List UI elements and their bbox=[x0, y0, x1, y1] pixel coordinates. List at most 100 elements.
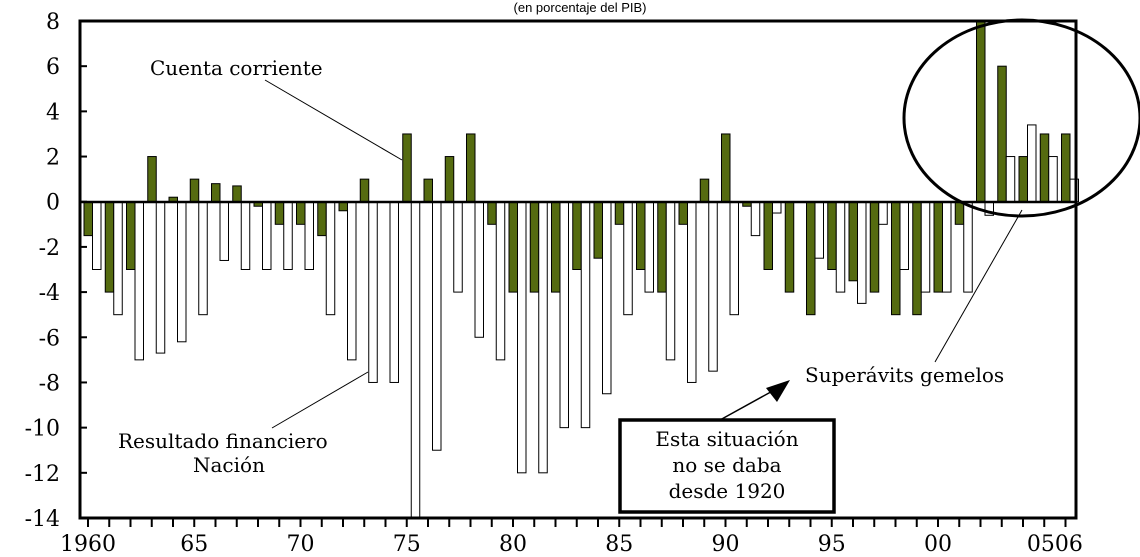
bar-cuenta-corriente bbox=[593, 201, 603, 259]
bar-resultado-financiero bbox=[1048, 156, 1058, 203]
box-text-line1: Esta situación bbox=[655, 427, 798, 451]
bar-cuenta-corriente bbox=[423, 178, 433, 203]
x-tick-label: 90 bbox=[712, 532, 740, 557]
plot-frame bbox=[78, 19, 1078, 520]
highlight-circle bbox=[902, 18, 1140, 218]
bar-resultado-financiero bbox=[814, 201, 824, 259]
bar-cuenta-corriente bbox=[657, 201, 667, 293]
box-text-line3: desde 1920 bbox=[669, 479, 786, 503]
bar-cuenta-corriente bbox=[806, 201, 816, 316]
bar-resultado-financiero bbox=[878, 201, 888, 225]
bar-resultado-financiero bbox=[602, 201, 612, 395]
bar-resultado-financiero bbox=[198, 201, 208, 316]
bar-resultado-financiero bbox=[347, 201, 357, 361]
x-tick-label: 75 bbox=[393, 532, 421, 557]
bar-cuenta-corriente bbox=[126, 201, 136, 271]
bar-resultado-financiero bbox=[772, 201, 782, 214]
bar-cuenta-corriente bbox=[232, 185, 242, 203]
y-tick-label: -14 bbox=[25, 507, 60, 532]
bar-cuenta-corriente bbox=[954, 201, 965, 225]
y-tick-label: -2 bbox=[39, 236, 60, 261]
label-resultado-line2: Nación bbox=[193, 453, 265, 477]
bar-resultado-financiero bbox=[1027, 124, 1037, 203]
bar-cuenta-corriente bbox=[976, 20, 986, 203]
bar-cuenta-corriente bbox=[551, 201, 561, 293]
arrow-shaft bbox=[719, 387, 779, 421]
x-tick-label: 65 bbox=[180, 532, 208, 557]
y-tick-label: -12 bbox=[25, 462, 60, 487]
x-tick-label: 0506 bbox=[1027, 532, 1083, 557]
label-cuenta-corriente: Cuenta corriente bbox=[150, 56, 323, 80]
bar-resultado-financiero bbox=[729, 201, 739, 316]
bar-cuenta-corriente bbox=[678, 201, 688, 225]
bar-resultado-financiero bbox=[410, 201, 421, 519]
bar-resultado-financiero bbox=[304, 201, 314, 271]
y-tick-label: -10 bbox=[25, 417, 60, 442]
bar-cuenta-corriente bbox=[274, 201, 285, 225]
bar-resultado-financiero bbox=[495, 201, 506, 361]
bar-cuenta-corriente bbox=[572, 201, 582, 271]
bar-resultado-financiero bbox=[580, 201, 591, 429]
bar-resultado-financiero bbox=[1005, 156, 1016, 203]
bar-resultado-financiero bbox=[899, 201, 909, 271]
bar-resultado-financiero bbox=[432, 201, 442, 451]
bar-resultado-financiero bbox=[517, 201, 527, 474]
bar-resultado-financiero bbox=[474, 201, 484, 338]
box-text-line2: no se daba bbox=[672, 453, 781, 477]
y-tick-label: -6 bbox=[39, 326, 60, 351]
bar-resultado-financiero bbox=[623, 201, 633, 316]
bar-resultado-financiero bbox=[240, 201, 251, 271]
bar-cuenta-corriente bbox=[529, 201, 540, 293]
bar-cuenta-corriente bbox=[912, 201, 922, 316]
bar-cuenta-corriente bbox=[699, 178, 710, 203]
y-tick-label: 0 bbox=[46, 191, 60, 216]
bar-cuenta-corriente bbox=[466, 133, 476, 203]
bar-cuenta-corriente bbox=[614, 201, 625, 225]
bars bbox=[83, 20, 1079, 519]
bar-cuenta-corriente bbox=[211, 183, 221, 203]
bar-cuenta-corriente bbox=[1061, 133, 1071, 203]
x-axis-ticks: 1960 65 70 75 80 85 90 95 00 0506 bbox=[60, 518, 1083, 557]
bar-cuenta-corriente bbox=[1039, 133, 1050, 203]
x-tick-label: 85 bbox=[605, 532, 633, 557]
leader-superavits bbox=[934, 209, 1023, 363]
bar-resultado-financiero bbox=[389, 201, 399, 383]
bar-cuenta-corriente bbox=[891, 201, 901, 316]
bar-cuenta-corriente bbox=[997, 65, 1007, 203]
bar-resultado-financiero bbox=[538, 201, 548, 474]
y-tick-label: 6 bbox=[46, 55, 60, 80]
bar-resultado-financiero bbox=[963, 201, 973, 293]
y-tick-label: 8 bbox=[46, 10, 60, 35]
bar-resultado-financiero bbox=[920, 201, 931, 293]
bar-resultado-financiero bbox=[942, 201, 952, 293]
bar-cuenta-corriente bbox=[402, 133, 412, 203]
bar-cuenta-corriente bbox=[359, 178, 370, 203]
y-axis-ticks: 8 6 4 2 0 -2 -4 -6 -8 -10 -12 -14 bbox=[25, 10, 87, 532]
bar-resultado-financiero bbox=[687, 201, 697, 383]
bar-cuenta-corriente bbox=[933, 201, 943, 293]
bar-cuenta-corriente bbox=[784, 201, 795, 293]
bar-resultado-financiero bbox=[113, 201, 123, 316]
bar-resultado-financiero bbox=[283, 201, 293, 271]
x-tick-label: 1960 bbox=[60, 532, 116, 557]
bar-resultado-financiero bbox=[835, 201, 846, 293]
bar-resultado-financiero bbox=[325, 201, 336, 316]
bar-cuenta-corriente bbox=[1018, 156, 1028, 203]
bar-resultado-financiero bbox=[857, 201, 867, 304]
bar-cuenta-corriente bbox=[317, 201, 327, 237]
x-tick-label: 70 bbox=[287, 532, 315, 557]
bar-cuenta-corriente bbox=[763, 201, 773, 271]
arrow-head bbox=[766, 380, 790, 402]
leader-resultado bbox=[271, 371, 369, 429]
bar-cuenta-corriente bbox=[83, 201, 93, 237]
bar-cuenta-corriente bbox=[636, 201, 646, 271]
bar-cuenta-corriente bbox=[444, 156, 455, 203]
bar-resultado-financiero bbox=[750, 201, 761, 237]
chart-subtitle: (en porcentaje del PIB) bbox=[514, 0, 647, 15]
bar-cuenta-corriente bbox=[721, 133, 731, 203]
bar-cuenta-corriente bbox=[827, 201, 837, 271]
bar-cuenta-corriente bbox=[848, 201, 858, 282]
y-tick-label: -8 bbox=[39, 371, 60, 396]
bar-resultado-financiero bbox=[559, 201, 569, 429]
